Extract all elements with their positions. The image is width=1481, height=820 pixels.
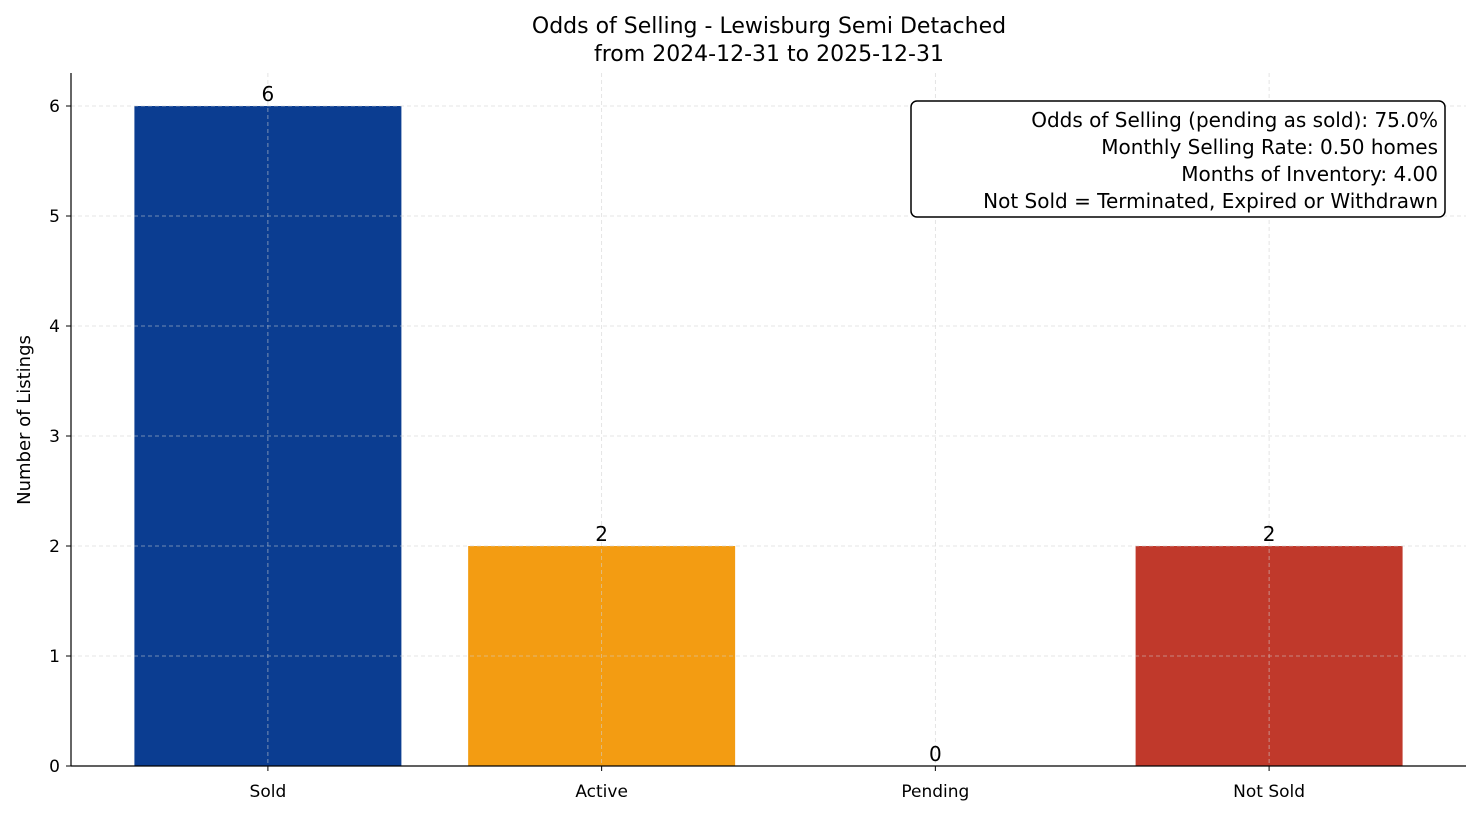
data-label: 2 <box>1263 522 1276 546</box>
annotation-line: Odds of Selling (pending as sold): 75.0% <box>1031 108 1438 132</box>
x-tick-label: Not Sold <box>1233 782 1305 802</box>
x-tick-label: Active <box>575 782 628 802</box>
chart-title: Odds of Selling - Lewisburg Semi Detache… <box>532 14 1006 39</box>
chart-subtitle: from 2024-12-31 to 2025-12-31 <box>594 42 944 67</box>
x-tick-label: Pending <box>901 782 969 802</box>
annotation-box: Odds of Selling (pending as sold): 75.0%… <box>910 100 1446 218</box>
data-label: 2 <box>595 522 608 546</box>
y-tick-label: 5 <box>49 207 60 227</box>
annotation-frame <box>910 100 1446 218</box>
y-tick-label: 2 <box>49 537 60 557</box>
annotation-line: Not Sold = Terminated, Expired or Withdr… <box>983 189 1438 213</box>
data-label: 6 <box>262 82 275 106</box>
y-axis-label: Number of Listings <box>14 335 35 505</box>
y-tick-label: 1 <box>49 647 60 667</box>
annotation-line: Monthly Selling Rate: 0.50 homes <box>1101 135 1438 159</box>
y-tick-label: 3 <box>49 427 60 447</box>
y-tick-label: 6 <box>49 97 60 117</box>
x-tick-label: Sold <box>250 782 287 802</box>
data-label: 0 <box>929 742 942 766</box>
annotation-line: Months of Inventory: 4.00 <box>1181 162 1438 186</box>
y-tick-label: 0 <box>49 757 60 777</box>
y-tick-label: 4 <box>49 317 60 337</box>
